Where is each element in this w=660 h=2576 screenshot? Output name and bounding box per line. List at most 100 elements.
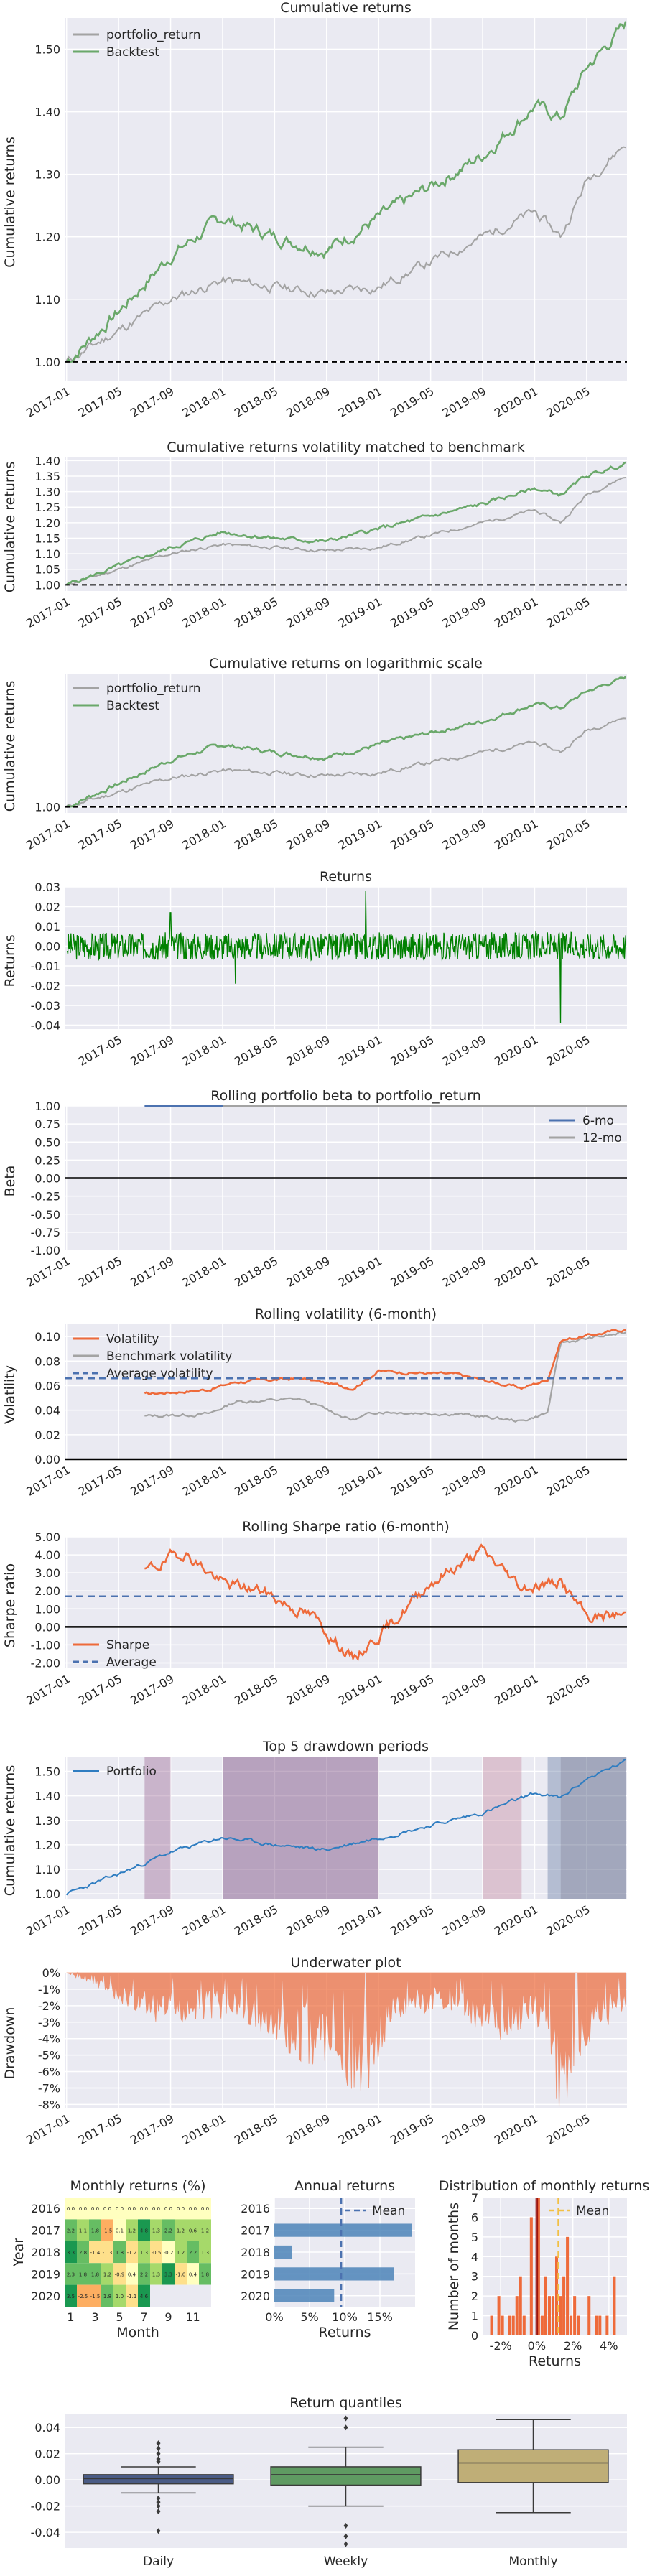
legend-label: Average volatility <box>106 1367 213 1381</box>
drawdown-period-band <box>547 1757 561 1899</box>
heatmap-cell <box>175 2263 187 2285</box>
x-tick-label: -2% <box>490 2339 512 2353</box>
histogram-bar <box>540 2315 544 2335</box>
y-tick-label: 1.50 <box>34 43 60 57</box>
heatmap-cell <box>150 2263 162 2285</box>
y-tick-label: 1.00 <box>34 1099 60 1113</box>
heatmap-cell <box>138 2219 150 2241</box>
y-axis-label: Cumulative returns <box>2 1765 18 1896</box>
heatmap-cell <box>126 2219 138 2241</box>
heatmap-cell <box>65 2198 77 2220</box>
y-tick-label: 1.20 <box>34 1838 60 1852</box>
y-tick-label: 1.15 <box>34 531 60 545</box>
series-line-backtest <box>66 676 627 808</box>
heatmap-cell-label: 1.2 <box>103 2272 111 2277</box>
y-tick-label: 1.30 <box>34 168 60 182</box>
y-tick-label: 2018 <box>241 2246 270 2259</box>
histogram-bar <box>595 2315 598 2335</box>
heatmap-cell-label: 0.4 <box>128 2272 136 2277</box>
box-body <box>270 2466 422 2486</box>
histogram-bar <box>515 2296 519 2335</box>
legend: portfolio_return Backtest <box>73 682 201 713</box>
histogram-bar <box>497 2296 501 2335</box>
x-tick-label: 1 <box>67 2310 74 2324</box>
heatmap-cell-label: 1.8 <box>201 2272 209 2277</box>
y-tick-label: -2% <box>38 1999 60 2013</box>
heatmap-cell <box>126 2263 138 2285</box>
heatmap-cell <box>199 2198 211 2220</box>
box-body <box>83 2474 234 2485</box>
heatmap-cell <box>89 2219 101 2241</box>
heatmap-cell-label: 2.8 <box>79 2250 87 2256</box>
heatmap-cell <box>150 2219 162 2241</box>
box-outlier <box>156 2450 161 2457</box>
box-outlier <box>156 2495 161 2501</box>
y-tick-label: 0 <box>471 2329 478 2343</box>
series-line-portfolio_return <box>65 146 626 362</box>
y-axis-label: Drawdown <box>2 2007 18 2080</box>
y-tick-label: 1.40 <box>34 454 60 468</box>
y-tick-label: 3.00 <box>34 1566 60 1580</box>
y-tick-label: 0.08 <box>34 1354 60 1368</box>
chart-title: Return quantiles <box>289 2395 401 2411</box>
y-axis-label: Sharpe ratio <box>2 1563 18 1647</box>
x-tick-label: 3 <box>91 2310 98 2324</box>
chart-title: Cumulative returns <box>280 0 411 16</box>
histogram-bar <box>547 2296 551 2335</box>
heatmap-cell <box>175 2241 187 2264</box>
y-tick-label: 2020 <box>31 2289 60 2303</box>
y-tick-label: 1.00 <box>34 801 60 814</box>
heatmap-cell-label: 2.2 <box>140 2272 148 2277</box>
legend-label: Mean <box>576 2204 609 2218</box>
chart-panel-10: Monthly returns (%) 0.0 0.0 0.0 0.0 0.0 0.0 0.0… <box>11 2178 211 2340</box>
heatmap-cell-label: 0.0 <box>177 2206 185 2212</box>
heatmap-cell-label: 0.0 <box>67 2206 75 2212</box>
returns-series-line <box>66 891 626 1023</box>
heatmap-cell-label: 2.3 <box>67 2272 75 2277</box>
legend-label: 6-mo <box>582 1114 614 1128</box>
y-tick-label: 4 <box>471 2250 478 2264</box>
histogram-bar <box>613 2276 616 2335</box>
heatmap-cell-label: 1.8 <box>79 2272 87 2277</box>
heatmap-cell <box>187 2284 199 2307</box>
y-tick-label: 2019 <box>241 2267 270 2281</box>
chart-title: Distribution of monthly returns <box>439 2178 649 2194</box>
y-tick-label: 1.20 <box>34 231 60 244</box>
heatmap-cell-label: -0.2 <box>164 2250 174 2256</box>
y-tick-label: 4.00 <box>34 1548 60 1562</box>
heatmap-cell <box>113 2263 126 2285</box>
y-tick-label: 1.30 <box>34 1814 60 1828</box>
y-tick-label: 0% <box>42 1966 60 1980</box>
heatmap-cell-label: 0.0 <box>116 2206 124 2212</box>
y-tick-label: -4% <box>38 2032 60 2046</box>
box-outlier <box>156 2445 161 2452</box>
x-tick-label: 5% <box>300 2310 318 2324</box>
chart-panel-13: Return quantiles 0.04 0.02 0.00 -0.02 -0.04 Da… <box>31 2395 627 2569</box>
histogram-bar <box>544 2276 547 2335</box>
y-tick-label: 0.00 <box>34 1172 60 1186</box>
y-tick-label: -0.75 <box>31 1226 60 1240</box>
heatmap-cell <box>126 2284 138 2307</box>
chart-title: Top 5 drawdown periods <box>262 1739 429 1754</box>
drawdown-period-band <box>222 1757 379 1899</box>
y-axis-label: Number of months <box>446 2203 462 2330</box>
y-tick-label: 1.25 <box>34 501 60 514</box>
heatmap-cell <box>101 2198 113 2220</box>
heatmap-cell-label: 0.0 <box>91 2206 99 2212</box>
legend-label: Mean <box>372 2204 405 2218</box>
y-tick-label: -0.50 <box>31 1208 60 1222</box>
heatmap-cell <box>162 2219 175 2241</box>
y-tick-label: 2020 <box>241 2289 270 2303</box>
legend-label: 12-mo <box>582 1131 622 1145</box>
histogram-bar <box>555 2256 559 2335</box>
y-tick-label: -6% <box>38 2065 60 2079</box>
y-tick-label: 0.75 <box>34 1117 60 1131</box>
legend: Portfolio <box>73 1764 157 1779</box>
heatmap-cell-label: 0.0 <box>189 2206 197 2212</box>
histogram-bar <box>490 2315 493 2335</box>
heatmap-cell <box>199 2284 211 2307</box>
y-tick-label: 0.02 <box>34 1428 60 1442</box>
y-tick-label: 0.00 <box>34 2473 60 2487</box>
legend-label: Backtest <box>106 699 159 713</box>
